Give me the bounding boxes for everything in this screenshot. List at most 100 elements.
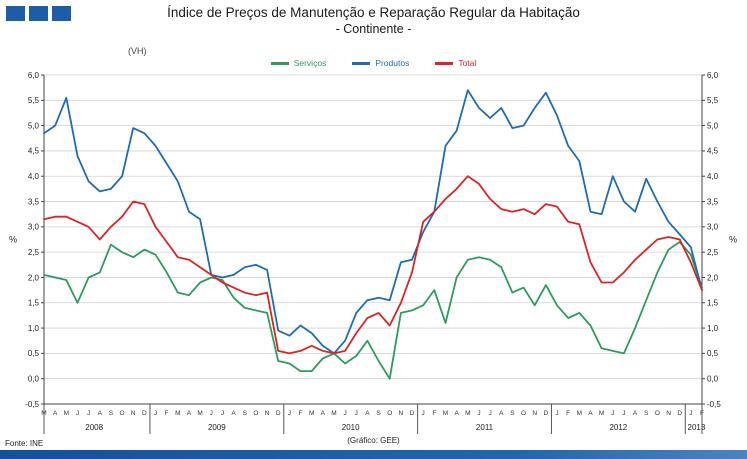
- svg-text:M: M: [465, 410, 470, 417]
- legend-label: Serviços: [293, 58, 327, 68]
- svg-text:J: J: [555, 410, 558, 417]
- svg-text:J: J: [689, 410, 692, 417]
- svg-text:0,5: 0,5: [28, 349, 40, 358]
- svg-text:N: N: [532, 410, 537, 417]
- svg-text:5,0: 5,0: [707, 121, 719, 130]
- svg-text:1,5: 1,5: [28, 299, 40, 308]
- svg-text:A: A: [53, 410, 58, 417]
- svg-text:4,0: 4,0: [707, 172, 719, 181]
- svg-text:3,0: 3,0: [28, 223, 40, 232]
- svg-text:D: D: [677, 410, 682, 417]
- svg-text:A: A: [365, 410, 370, 417]
- svg-text:S: S: [243, 410, 248, 417]
- svg-text:2008: 2008: [85, 423, 103, 432]
- svg-text:J: J: [622, 410, 625, 417]
- svg-text:2010: 2010: [342, 423, 360, 432]
- svg-text:J: J: [154, 410, 157, 417]
- legend-swatch-total: [435, 61, 454, 65]
- svg-text:3,0: 3,0: [707, 223, 719, 232]
- svg-text:4,5: 4,5: [707, 147, 719, 156]
- svg-text:O: O: [521, 410, 526, 417]
- svg-text:6,0: 6,0: [28, 71, 40, 80]
- svg-text:O: O: [253, 410, 258, 417]
- svg-text:A: A: [187, 410, 192, 417]
- svg-text:S: S: [109, 410, 114, 417]
- svg-text:N: N: [399, 410, 404, 417]
- svg-text:D: D: [410, 410, 415, 417]
- svg-text:J: J: [611, 410, 614, 417]
- svg-text:A: A: [321, 410, 326, 417]
- legend-label: Produtos: [375, 58, 410, 68]
- legend-item: Produtos: [352, 58, 409, 68]
- svg-text:1,0: 1,0: [28, 324, 40, 333]
- svg-text:N: N: [131, 410, 136, 417]
- svg-text:2,5: 2,5: [707, 248, 719, 257]
- svg-text:A: A: [231, 410, 236, 417]
- svg-text:S: S: [510, 410, 515, 417]
- page-subtitle: - Continente -: [335, 22, 412, 36]
- svg-text:O: O: [120, 410, 125, 417]
- svg-text:M: M: [443, 410, 448, 417]
- svg-text:4,0: 4,0: [28, 172, 40, 181]
- svg-text:4,5: 4,5: [28, 147, 40, 156]
- svg-text:J: J: [355, 410, 358, 417]
- svg-text:2012: 2012: [609, 423, 627, 432]
- svg-text:J: J: [76, 410, 79, 417]
- svg-text:D: D: [142, 410, 147, 417]
- svg-text:6,0: 6,0: [707, 71, 719, 80]
- svg-text:N: N: [265, 410, 270, 417]
- svg-text:2013: 2013: [688, 423, 706, 432]
- svg-text:3,5: 3,5: [28, 197, 40, 206]
- svg-text:J: J: [343, 410, 346, 417]
- footer-source: Fonte: INE: [5, 439, 44, 448]
- svg-text:%: %: [729, 235, 737, 245]
- chart-legend: Serviços Produtos Total: [0, 58, 747, 68]
- svg-text:M: M: [599, 410, 604, 417]
- svg-text:2011: 2011: [476, 423, 494, 432]
- svg-text:0,5: 0,5: [707, 349, 719, 358]
- legend-label: Total: [458, 58, 477, 68]
- svg-text:2,0: 2,0: [707, 273, 719, 282]
- svg-text:S: S: [644, 410, 649, 417]
- legend-item: Serviços: [270, 58, 327, 68]
- svg-text:F: F: [299, 410, 303, 417]
- svg-text:2,0: 2,0: [28, 273, 40, 282]
- svg-text:J: J: [422, 410, 425, 417]
- svg-text:A: A: [633, 410, 638, 417]
- svg-text:-0,5: -0,5: [25, 400, 39, 409]
- svg-text:J: J: [210, 410, 213, 417]
- svg-text:5,0: 5,0: [28, 121, 40, 130]
- svg-text:M: M: [64, 410, 69, 417]
- svg-text:S: S: [376, 410, 381, 417]
- unit-label: (VH): [128, 46, 147, 56]
- svg-text:3,5: 3,5: [707, 197, 719, 206]
- svg-text:F: F: [432, 410, 436, 417]
- svg-text:J: J: [221, 410, 224, 417]
- svg-text:F: F: [165, 410, 169, 417]
- logo-square: [52, 6, 71, 21]
- svg-text:M: M: [577, 410, 582, 417]
- svg-text:O: O: [655, 410, 660, 417]
- svg-text:5,5: 5,5: [707, 96, 719, 105]
- svg-text:J: J: [87, 410, 90, 417]
- svg-text:J: J: [477, 410, 480, 417]
- legend-swatch-servicos: [270, 61, 289, 65]
- svg-text:M: M: [175, 410, 180, 417]
- svg-text:D: D: [276, 410, 281, 417]
- svg-text:0,0: 0,0: [28, 374, 40, 383]
- svg-text:5,5: 5,5: [28, 96, 40, 105]
- svg-text:1,5: 1,5: [707, 299, 719, 308]
- svg-text:2009: 2009: [208, 423, 226, 432]
- svg-text:O: O: [387, 410, 392, 417]
- logo-squares: [6, 6, 71, 21]
- svg-text:F: F: [566, 410, 570, 417]
- svg-text:A: A: [98, 410, 103, 417]
- svg-text:N: N: [666, 410, 671, 417]
- logo-square: [6, 6, 25, 21]
- svg-text:%: %: [9, 235, 17, 245]
- svg-text:A: A: [588, 410, 593, 417]
- line-chart: 6,0 6,0 5,5 5,5 5,0 5,0 4,5 4,5 4,0 4,0 3,5 3,5 3,0 3…: [9, 71, 737, 434]
- svg-text:J: J: [488, 410, 491, 417]
- page-title: Índice de Preços de Manutenção e Reparaç…: [167, 5, 580, 20]
